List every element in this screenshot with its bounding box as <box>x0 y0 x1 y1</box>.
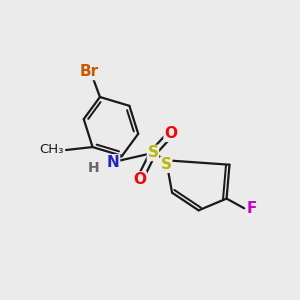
Text: N: N <box>107 155 120 170</box>
Text: Br: Br <box>80 64 99 80</box>
Text: S: S <box>147 146 158 160</box>
Text: H: H <box>88 161 100 175</box>
Text: S: S <box>161 157 172 172</box>
Text: O: O <box>133 172 146 187</box>
Text: F: F <box>247 201 257 216</box>
Text: O: O <box>164 126 177 141</box>
Text: CH₃: CH₃ <box>39 143 63 157</box>
